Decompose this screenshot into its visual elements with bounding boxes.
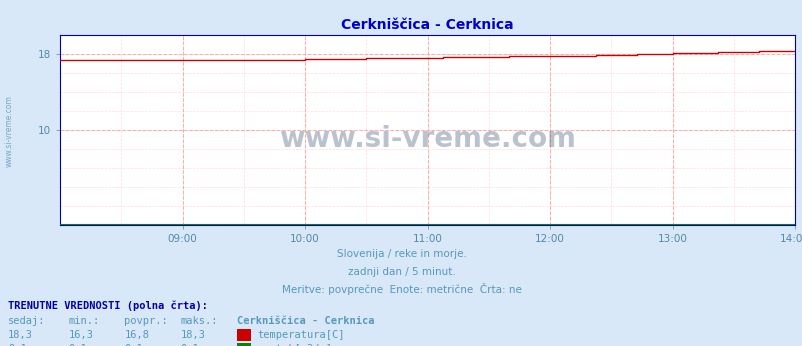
Text: 16,3: 16,3 — [68, 330, 93, 340]
Title: Cerkniščica - Cerknica: Cerkniščica - Cerknica — [341, 18, 513, 32]
Text: min.:: min.: — [68, 316, 99, 326]
Text: Cerkniščica - Cerknica: Cerkniščica - Cerknica — [237, 316, 374, 326]
Text: 18,3: 18,3 — [180, 330, 205, 340]
Text: povpr.:: povpr.: — [124, 316, 168, 326]
Text: www.si-vreme.com: www.si-vreme.com — [5, 95, 14, 167]
Text: zadnji dan / 5 minut.: zadnji dan / 5 minut. — [347, 267, 455, 276]
Text: 0,1: 0,1 — [124, 344, 143, 346]
Text: maks.:: maks.: — [180, 316, 218, 326]
Text: 0,1: 0,1 — [68, 344, 87, 346]
Text: Slovenija / reke in morje.: Slovenija / reke in morje. — [336, 249, 466, 259]
Text: temperatura[C]: temperatura[C] — [257, 330, 344, 340]
Text: pretok[m3/s]: pretok[m3/s] — [257, 344, 331, 346]
Text: 0,1: 0,1 — [8, 344, 26, 346]
Text: sedaj:: sedaj: — [8, 316, 46, 326]
Text: 18,3: 18,3 — [8, 330, 33, 340]
Text: www.si-vreme.com: www.si-vreme.com — [279, 125, 575, 153]
Text: 0,1: 0,1 — [180, 344, 199, 346]
Text: Meritve: povprečne  Enote: metrične  Črta: ne: Meritve: povprečne Enote: metrične Črta:… — [282, 283, 520, 295]
Text: 16,8: 16,8 — [124, 330, 149, 340]
Text: TRENUTNE VREDNOSTI (polna črta):: TRENUTNE VREDNOSTI (polna črta): — [8, 301, 208, 311]
